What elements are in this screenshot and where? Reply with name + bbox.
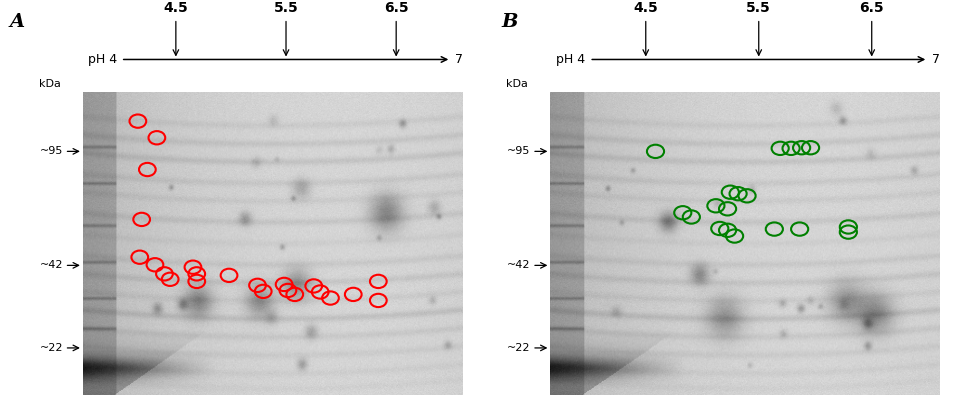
Text: ~22: ~22 — [40, 343, 63, 353]
Text: 5.5: 5.5 — [746, 1, 771, 15]
Text: pH 4: pH 4 — [88, 53, 117, 66]
Text: ~42: ~42 — [40, 260, 63, 270]
Text: 6.5: 6.5 — [859, 1, 884, 15]
Text: 7: 7 — [932, 53, 940, 66]
Text: 4.5: 4.5 — [164, 1, 188, 15]
Text: pH 4: pH 4 — [556, 53, 585, 66]
Text: A: A — [10, 13, 25, 31]
Text: 6.5: 6.5 — [384, 1, 408, 15]
Text: ~95: ~95 — [507, 146, 531, 156]
Text: 7: 7 — [455, 53, 463, 66]
Text: B: B — [502, 13, 518, 31]
Text: ~42: ~42 — [507, 260, 531, 270]
Text: 5.5: 5.5 — [274, 1, 298, 15]
Text: kDa: kDa — [39, 79, 60, 89]
Text: ~95: ~95 — [40, 146, 63, 156]
Text: ~22: ~22 — [507, 343, 531, 353]
Text: 4.5: 4.5 — [633, 1, 658, 15]
Text: kDa: kDa — [506, 79, 528, 89]
